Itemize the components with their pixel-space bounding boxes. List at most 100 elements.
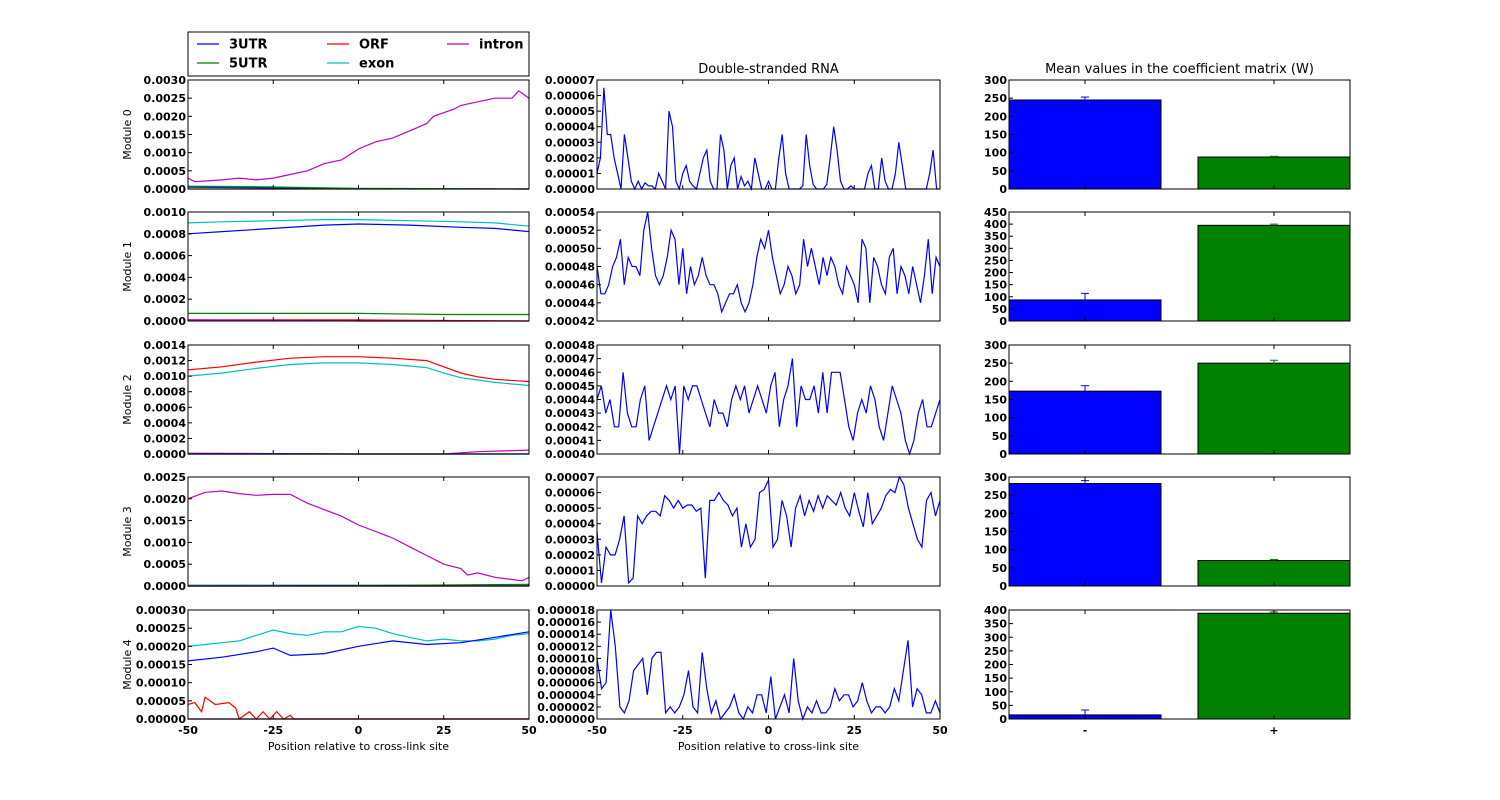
bar-plus-module-0 [1197,156,1351,190]
coefficient-panel-module-2: 0 50 100 150 200 250 300 [984,339,1351,461]
dsrna-ytick-label: 0.00043 [545,407,595,420]
dsrna-ytick-label: 0.000004 [537,689,595,702]
plot-grid: 0.00000.00050.00100.00150.00200.00250.00… [121,74,1351,737]
profile-ytick-label: 0.0030 [144,74,187,87]
coefficient-ytick-label: 250 [984,92,1007,105]
coefficient-panel-title: Mean values in the coefficient matrix (W… [1045,62,1314,77]
profile-ytick-label: 0.0000 [144,315,187,328]
coefficient-ytick-label: 150 [984,672,1007,685]
coefficient-ytick-label: 300 [984,74,1007,87]
coefficient-ytick-label: 200 [984,267,1007,280]
profile-ytick-label: 0.00005 [136,695,186,708]
coefficient-ytick-label: 150 [984,279,1007,292]
dsrna-ytick-label: 0.00044 [545,297,595,310]
module-ylabel-0: Module 0 [121,109,134,160]
profile-ytick-label: 0.00010 [136,677,186,690]
dsrna-ytick-label: 0.00000 [545,183,595,196]
dsrna-ytick-label: 0.000012 [537,640,595,653]
dsrna-axes-frame [596,79,941,190]
legend-label-5utr: 5UTR [229,57,267,72]
profile-ytick-label: 0.00020 [136,640,186,653]
dsrna-xtick-label: -25 [673,724,693,737]
dsrna-ytick-label: 0.000006 [537,677,595,690]
dsrna-ytick-label: 0.00001 [545,564,595,577]
profile-ytick-label: 0.0012 [144,355,186,368]
dsrna-ytick-label: 0.00007 [545,471,595,484]
dsrna-panel-module-3: 0.00000 0.00001 0.00002 0.00003 0.00004 0.000… [545,471,941,593]
profile-ytick-label: 0.0015 [144,129,186,142]
profile-line-orf-module-4 [187,696,529,720]
profile-line-intron-module-0 [187,90,530,183]
coefficient-ytick-label: 0 [999,183,1007,196]
dsrna-ytick-label: 0.00041 [545,434,595,447]
coefficient-ytick-label: 250 [984,645,1007,658]
profile-ytick-label: 0.00015 [136,659,186,672]
profile-line-3utr-module-1 [187,223,530,235]
coefficient-ytick-label: 100 [984,147,1007,160]
error-bar-plus-module-2 [1270,359,1278,367]
error-bar-minus-module-2 [1081,385,1089,397]
legend: 3UTR ORF intron 5UTR exon [187,31,530,77]
coefficient-ytick-label: 300 [984,339,1007,352]
dsrna-panel-module-0: 0.00000 0.00001 0.00002 0.00003 0.00004 0.000… [545,74,941,196]
dsrna-line-module-3 [596,475,941,585]
dsrna-ytick-label: 0.000002 [537,701,595,714]
dsrna-ytick-label: 0.000018 [537,604,595,617]
coefficient-ytick-label: 250 [984,357,1007,370]
profile-ytick-label: 0.0014 [144,339,187,352]
dsrna-line-module-0 [596,87,940,192]
profile-line-exon-module-2 [187,362,530,387]
profile-panel-module-3: 0.0000 0.0005 0.0010 0.0015 0.0020 0.0025 Modu… [121,471,530,593]
coefficient-ytick-label: 450 [984,206,1007,219]
dsrna-ytick-label: 0.00006 [545,90,595,103]
dsrna-xtick-label: 25 [847,724,862,737]
coefficient-ytick-label: 400 [984,604,1007,617]
dsrna-ytick-label: 0.00045 [545,380,595,393]
dsrna-ytick-label: 0.00000 [545,580,595,593]
bar-minus-module-0 [1008,99,1162,190]
dsrna-ytick-label: 0.000008 [537,665,595,678]
legend-frame [187,31,530,77]
profile-ytick-label: 0.00030 [136,604,186,617]
coefficient-ytick-label: 150 [984,526,1007,539]
legend-label-3utr: 3UTR [229,38,267,53]
coefficient-ytick-label: 0 [999,580,1007,593]
profile-xtick-label: 25 [436,724,451,737]
dsrna-ytick-label: 0.00054 [545,206,595,219]
profile-ytick-label: 0.0006 [144,250,187,263]
profile-xtick-label: 0 [355,724,363,737]
profile-ytick-label: 0.0004 [144,417,187,430]
dsrna-ytick-label: 0.00002 [545,549,595,562]
coefficient-ytick-label: 50 [992,165,1008,178]
coefficient-ytick-label: 300 [984,631,1007,644]
dsrna-ytick-label: 0.00048 [545,261,595,274]
coefficient-ytick-label: 150 [984,129,1007,142]
profile-line-orf-module-2 [187,356,530,383]
coefficient-ytick-label: 100 [984,412,1007,425]
profile-panel-module-1: 0.0000 0.0002 0.0004 0.0006 0.0008 0.0010 Modu… [121,206,530,328]
profile-ytick-label: 0.00025 [136,622,186,635]
profile-line-5utr-module-1 [188,312,529,316]
dsrna-xtick-label: 50 [932,724,948,737]
bar-plus-module-2 [1197,362,1351,455]
dsrna-panel-title: Double-stranded RNA [698,62,839,77]
coefficient-ytick-label: 0 [999,713,1007,726]
coefficient-ytick-label: 150 [984,394,1007,407]
profile-ytick-label: 0.0000 [144,183,187,196]
profile-ytick-label: 0.0006 [144,401,187,414]
profile-xtick-label: -25 [263,724,283,737]
dsrna-line-module-4 [596,609,941,721]
bar-plus-module-4 [1197,612,1351,720]
dsrna-ytick-label: 0.000014 [537,628,595,641]
coefficient-xtick-label-plus: + [1269,724,1278,737]
profile-ytick-label: 0.0005 [144,558,186,571]
coefficient-ytick-label: 300 [984,471,1007,484]
bar-minus-module-3 [1008,483,1162,587]
error-bar-plus-module-3 [1270,558,1278,562]
dsrna-axes-frame [596,609,941,720]
coefficient-panel-module-0: 0 50 100 150 200 250 300 [984,74,1351,196]
profile-ytick-label: 0.0025 [144,471,186,484]
coefficient-ytick-label: 50 [992,430,1008,443]
